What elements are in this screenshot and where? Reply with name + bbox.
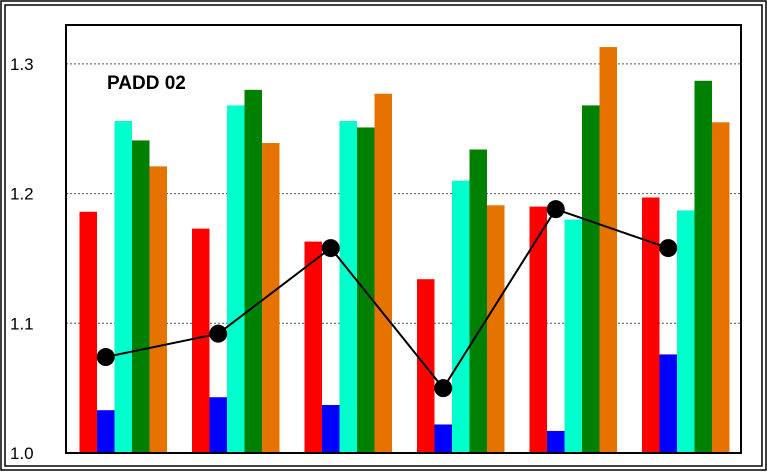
bar bbox=[262, 143, 280, 454]
plot-area-border bbox=[65, 24, 742, 454]
bar bbox=[339, 120, 357, 453]
bar bbox=[487, 205, 505, 453]
bar bbox=[694, 80, 712, 453]
chart-title: PADD 02 bbox=[107, 73, 186, 94]
bar bbox=[582, 105, 600, 454]
bar bbox=[374, 93, 392, 454]
y-tick-label: 1.1 bbox=[10, 314, 34, 333]
line-marker bbox=[321, 239, 340, 258]
bar bbox=[114, 120, 132, 453]
y-axis-ticks: 1.0 1.1 1.2 1.3 bbox=[10, 55, 34, 463]
bar bbox=[529, 206, 547, 453]
bar bbox=[547, 430, 565, 453]
bar bbox=[452, 180, 470, 454]
bar bbox=[132, 140, 150, 453]
y-tick-label: 1.3 bbox=[10, 55, 34, 74]
bar bbox=[227, 105, 245, 454]
inner-border bbox=[4, 4, 763, 467]
bar bbox=[322, 405, 340, 453]
bar bbox=[149, 166, 167, 453]
bar bbox=[642, 197, 660, 453]
line-marker bbox=[659, 239, 678, 258]
bar bbox=[209, 397, 227, 453]
bars bbox=[79, 47, 730, 454]
y-tick-label: 1.0 bbox=[10, 444, 34, 463]
bar bbox=[659, 354, 677, 453]
bar bbox=[244, 89, 262, 454]
line-marker bbox=[209, 324, 228, 343]
bar bbox=[192, 228, 210, 453]
line-marker bbox=[546, 200, 565, 219]
bar bbox=[712, 122, 730, 453]
y-tick-label: 1.2 bbox=[10, 185, 34, 204]
bar bbox=[469, 149, 487, 453]
bar bbox=[599, 47, 617, 453]
bar bbox=[79, 211, 97, 453]
line-marker bbox=[434, 379, 453, 398]
line-series bbox=[96, 200, 678, 398]
bar bbox=[97, 410, 115, 453]
bar bbox=[434, 424, 452, 453]
bar bbox=[304, 241, 322, 453]
bar bbox=[677, 210, 695, 453]
bar bbox=[564, 219, 582, 453]
line-marker bbox=[96, 348, 115, 367]
grid bbox=[66, 63, 741, 324]
series-line bbox=[105, 207, 669, 390]
